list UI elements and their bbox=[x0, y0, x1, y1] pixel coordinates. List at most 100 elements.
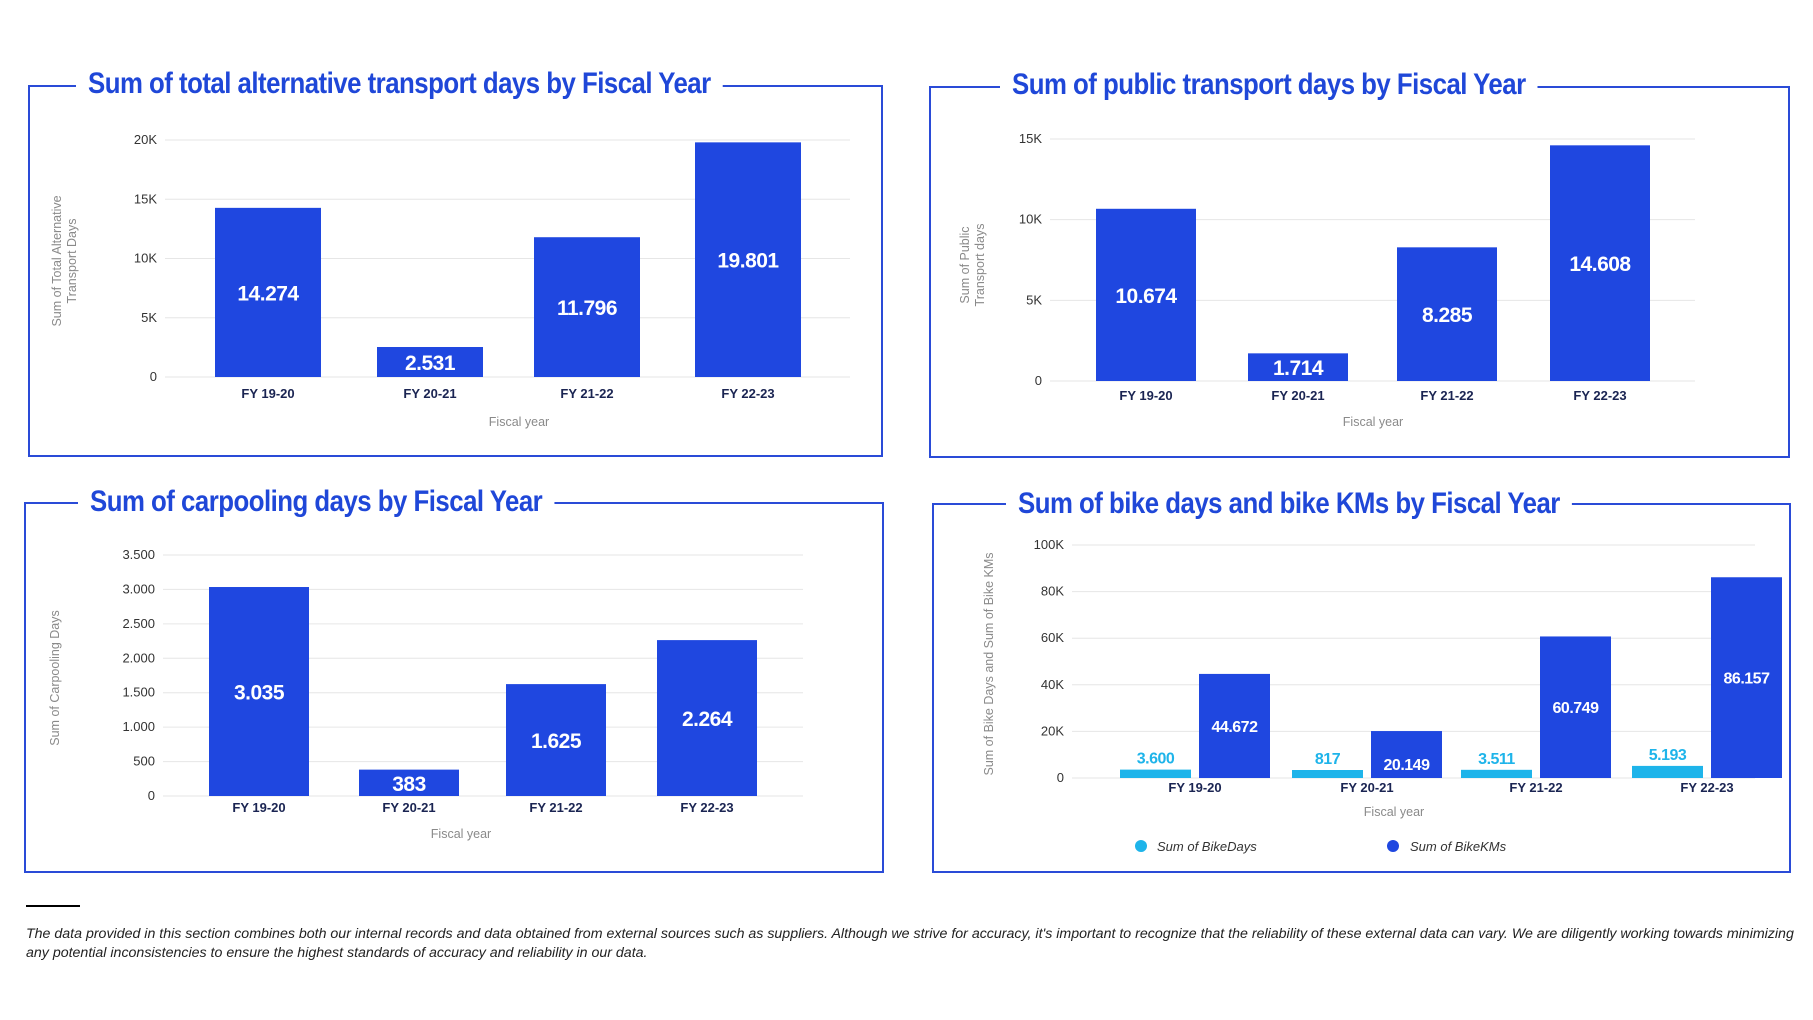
data-label: 11.796 bbox=[557, 297, 617, 320]
bar bbox=[1248, 353, 1348, 381]
y-tick-label: 5K bbox=[141, 310, 157, 325]
chart-carpooling: 0 500 1.000 1.500 2.000 2.500 3.000 3.500 3.035 3… bbox=[24, 502, 884, 873]
chart-public-transport: 0 5K 10K 15K 10.674 1.714 8.285 14.608 FY 19-20 F… bbox=[929, 86, 1790, 458]
bar bbox=[1550, 145, 1650, 381]
bar-bikekms bbox=[1711, 577, 1782, 778]
bar bbox=[359, 769, 459, 796]
data-label: 2.264 bbox=[682, 708, 733, 731]
x-tick-label: FY 20-21 bbox=[1271, 388, 1324, 403]
footnote-divider bbox=[26, 905, 80, 907]
x-tick-label: FY 22-23 bbox=[721, 386, 774, 401]
bar-bikedays bbox=[1292, 770, 1363, 778]
y-tick-label: 80K bbox=[1041, 584, 1064, 599]
data-label: 14.274 bbox=[237, 282, 299, 305]
y-tick-label: 1.500 bbox=[122, 685, 155, 700]
y-tick-label: 0 bbox=[148, 788, 155, 803]
y-tick-label: 100K bbox=[1034, 537, 1065, 552]
x-axis-title: Fiscal year bbox=[1343, 415, 1403, 429]
bar-bikedays bbox=[1461, 769, 1532, 778]
bar-bikekms bbox=[1371, 731, 1442, 778]
x-tick-label: FY 20-21 bbox=[382, 800, 435, 815]
legend-label: Sum of BikeKMs bbox=[1410, 839, 1507, 854]
x-tick-label: FY 21-22 bbox=[529, 800, 582, 815]
chart-panel-total-alternative-transport: 0 5K 10K 15K 20K 14.274 2.531 11.796 19.801 FY 19… bbox=[0, 0, 906, 470]
data-label: 3.035 bbox=[234, 682, 285, 705]
bar bbox=[657, 640, 757, 796]
x-tick-label: FY 20-21 bbox=[403, 386, 456, 401]
y-tick-label: 0 bbox=[1057, 770, 1064, 785]
y-tick-label: 10K bbox=[1019, 212, 1042, 227]
chart-title: Sum of total alternative transport days … bbox=[76, 64, 723, 104]
chart-title: Sum of public transport days by Fiscal Y… bbox=[1000, 65, 1538, 105]
x-tick-label: FY 22-23 bbox=[680, 800, 733, 815]
bar bbox=[209, 587, 309, 796]
x-tick-label: FY 22-23 bbox=[1680, 780, 1733, 795]
y-tick-label: 0 bbox=[150, 369, 157, 384]
x-tick-label: FY 19-20 bbox=[241, 386, 294, 401]
y-tick-label: 1.000 bbox=[122, 719, 155, 734]
y-axis-title: Sum of Total AlternativeTransport Days bbox=[50, 195, 79, 326]
chart-panel-bike: 0 20K 40K 60K 80K 100K 3.600 44.672 FY 19-20 817 2… bbox=[906, 470, 1813, 890]
bar bbox=[695, 142, 801, 377]
legend-bikedays-icon bbox=[1135, 840, 1147, 852]
bar bbox=[1397, 247, 1497, 381]
data-label: 60.749 bbox=[1553, 700, 1600, 717]
y-tick-label: 60K bbox=[1041, 630, 1064, 645]
data-label: 383 bbox=[392, 773, 426, 796]
y-tick-label: 20K bbox=[1041, 723, 1064, 738]
bar-bikedays bbox=[1120, 769, 1191, 778]
bar bbox=[1096, 208, 1196, 381]
bar-bikekms bbox=[1199, 673, 1270, 778]
y-tick-label: 40K bbox=[1041, 677, 1064, 692]
y-axis-title: Sum of Bike Days and Sum of Bike KMs bbox=[982, 552, 996, 775]
data-label: 5.193 bbox=[1649, 747, 1687, 764]
y-tick-label: 5K bbox=[1026, 292, 1042, 307]
x-tick-label: FY 20-21 bbox=[1340, 780, 1393, 795]
data-label: 19.801 bbox=[717, 250, 779, 273]
data-label: 14.608 bbox=[1569, 253, 1631, 276]
chart-title: Sum of carpooling days by Fiscal Year bbox=[78, 482, 555, 522]
y-tick-label: 3.500 bbox=[122, 547, 155, 562]
x-tick-label: FY 19-20 bbox=[1168, 780, 1221, 795]
y-tick-label: 500 bbox=[133, 754, 155, 769]
y-axis-title: Sum of PublicTransport days bbox=[958, 224, 987, 307]
data-label: 20.149 bbox=[1384, 757, 1431, 774]
x-axis-title: Fiscal year bbox=[431, 827, 491, 841]
x-tick-label: FY 19-20 bbox=[1119, 388, 1172, 403]
bar bbox=[377, 347, 483, 377]
x-tick-label: FY 22-23 bbox=[1573, 388, 1626, 403]
y-tick-label: 15K bbox=[1019, 131, 1042, 146]
x-tick-label: FY 21-22 bbox=[560, 386, 613, 401]
x-axis-title: Fiscal year bbox=[1364, 805, 1424, 819]
y-tick-label: 10K bbox=[134, 251, 157, 266]
data-label: 8.285 bbox=[1422, 304, 1473, 327]
bar bbox=[506, 684, 606, 796]
chart-bike-days-kms: 0 20K 40K 60K 80K 100K 3.600 44.672 FY 19-20 817 2… bbox=[932, 503, 1791, 873]
data-label: 1.714 bbox=[1273, 357, 1324, 380]
x-axis-title: Fiscal year bbox=[489, 415, 549, 429]
data-label: 817 bbox=[1315, 751, 1341, 768]
bar-bikedays bbox=[1632, 765, 1703, 778]
chart-title: Sum of bike days and bike KMs by Fiscal … bbox=[1006, 484, 1572, 524]
bar bbox=[534, 237, 640, 377]
y-tick-label: 2.000 bbox=[122, 650, 155, 665]
x-tick-label: FY 21-22 bbox=[1509, 780, 1562, 795]
legend-bikekms-icon bbox=[1387, 840, 1399, 852]
chart-total-alternative-transport: 0 5K 10K 15K 20K 14.274 2.531 11.796 19.801 FY 19… bbox=[28, 85, 883, 457]
data-label: 3.600 bbox=[1137, 751, 1175, 768]
y-tick-label: 15K bbox=[134, 191, 157, 206]
y-tick-label: 0 bbox=[1035, 373, 1042, 388]
data-label: 86.157 bbox=[1724, 671, 1771, 688]
legend-label: Sum of BikeDays bbox=[1157, 839, 1257, 854]
bar-bikekms bbox=[1540, 636, 1611, 778]
data-label: 2.531 bbox=[405, 352, 456, 375]
chart-panel-public-transport: 0 5K 10K 15K 10.674 1.714 8.285 14.608 FY 19-20 F… bbox=[906, 0, 1813, 470]
data-label: 3.511 bbox=[1478, 751, 1515, 768]
y-tick-label: 3.000 bbox=[122, 581, 155, 596]
y-axis-title: Sum of Carpooling Days bbox=[48, 610, 62, 745]
footnote-text: The data provided in this section combin… bbox=[26, 926, 1794, 961]
y-tick-label: 20K bbox=[134, 132, 157, 147]
x-tick-label: FY 21-22 bbox=[1420, 388, 1473, 403]
data-label: 1.625 bbox=[531, 730, 582, 753]
chart-frame bbox=[929, 86, 1790, 458]
